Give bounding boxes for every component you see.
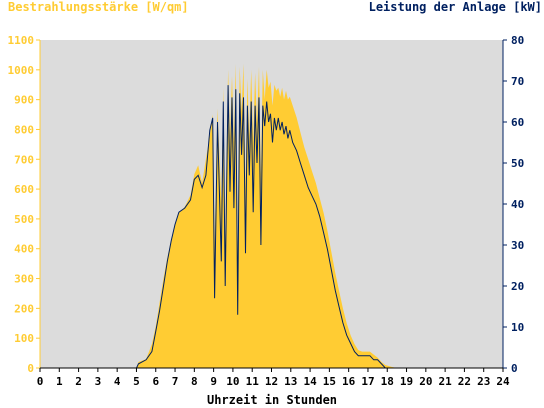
x-tick-label: 3: [95, 375, 102, 388]
power-line: [40, 85, 503, 369]
right-tick-label: 80: [511, 34, 524, 47]
left-tick-label: 0: [27, 362, 34, 375]
x-tick-label: 5: [133, 375, 140, 388]
x-axis-title: Uhrzeit in Stunden: [206, 393, 338, 407]
x-tick-label: 7: [172, 375, 179, 388]
x-tick-label: 18: [381, 375, 394, 388]
x-tick-label: 22: [458, 375, 471, 388]
left-tick-label: 700: [14, 153, 34, 166]
x-tick-label: 8: [191, 375, 198, 388]
x-tick-label: 23: [477, 375, 490, 388]
x-tick-label: 11: [246, 375, 260, 388]
x-tick-label: 24: [496, 375, 510, 388]
right-tick-label: 40: [511, 198, 524, 211]
right-tick-label: 20: [511, 280, 524, 293]
right-tick-label: 60: [511, 116, 524, 129]
left-tick-label: 200: [14, 302, 34, 315]
x-tick-label: 6: [152, 375, 159, 388]
right-axis-title: Leistung der Anlage [kW]: [368, 0, 542, 14]
x-tick-label: 15: [323, 375, 336, 388]
x-tick-label: 4: [114, 375, 121, 388]
x-tick-label: 0: [37, 375, 44, 388]
x-tick-label: 20: [419, 375, 432, 388]
left-tick-label: 500: [14, 213, 34, 226]
irradiance-area: [40, 63, 503, 369]
left-tick-label: 400: [14, 243, 34, 256]
x-tick-label: 10: [226, 375, 239, 388]
left-tick-label: 900: [14, 94, 34, 107]
x-tick-label: 19: [400, 375, 413, 388]
left-tick-label: 300: [14, 273, 34, 286]
x-tick-label: 21: [439, 375, 453, 388]
right-tick-label: 70: [511, 75, 524, 88]
right-tick-label: 50: [511, 157, 524, 170]
left-tick-label: 800: [14, 123, 34, 136]
x-tick-label: 17: [361, 375, 374, 388]
left-tick-label: 1100: [8, 34, 35, 47]
right-tick-label: 10: [511, 321, 524, 334]
left-tick-label: 600: [14, 183, 34, 196]
x-tick-label: 16: [342, 375, 356, 388]
x-tick-label: 2: [75, 375, 82, 388]
x-tick-label: 9: [210, 375, 217, 388]
x-tick-label: 1: [56, 375, 63, 388]
right-tick-label: 0: [511, 362, 518, 375]
x-tick-label: 12: [265, 375, 278, 388]
x-tick-label: 14: [303, 375, 317, 388]
left-tick-label: 1000: [8, 64, 35, 77]
x-tick-label: 13: [284, 375, 297, 388]
left-tick-label: 100: [14, 332, 34, 345]
right-tick-label: 30: [511, 239, 524, 252]
left-axis-title: Bestrahlungsstärke [W/qm]: [8, 0, 189, 14]
